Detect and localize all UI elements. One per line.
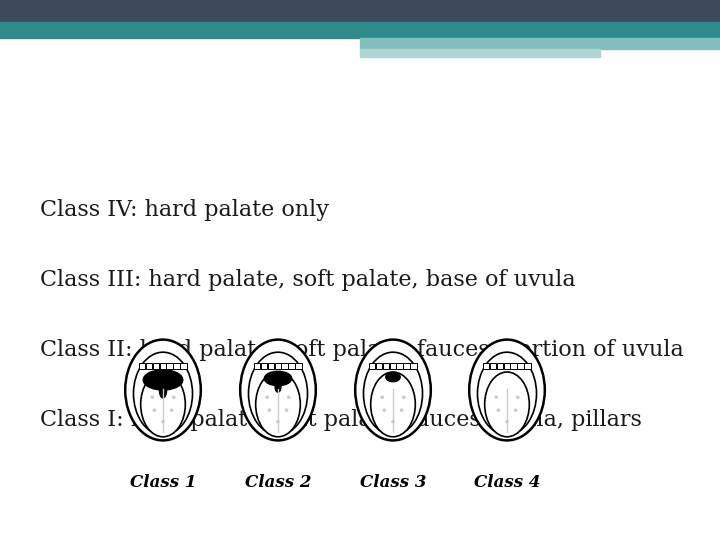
Ellipse shape [355,340,431,441]
Circle shape [391,420,395,423]
Bar [261,363,267,369]
Ellipse shape [485,372,529,437]
Text: Class 3: Class 3 [360,474,426,491]
Text: Class III: hard palate, soft palate, base of uvula: Class III: hard palate, soft palate, bas… [40,269,575,291]
Bar [397,363,402,369]
Ellipse shape [133,352,192,435]
Ellipse shape [240,340,316,441]
Circle shape [172,395,176,399]
Circle shape [495,395,498,399]
Bar [174,363,180,369]
Circle shape [268,408,271,412]
Circle shape [161,420,165,423]
Circle shape [516,395,520,399]
Bar [289,363,294,369]
Bar [503,363,510,369]
Bar [139,363,145,369]
Bar [254,363,260,369]
Bar [390,363,396,369]
Circle shape [380,395,384,399]
Ellipse shape [371,372,415,437]
Bar [360,38,720,49]
Bar [166,363,173,369]
Circle shape [382,408,386,412]
Circle shape [402,395,405,399]
Circle shape [170,408,174,412]
Ellipse shape [159,382,166,398]
Bar [295,363,302,369]
Bar [483,363,489,369]
Bar [360,49,600,57]
Ellipse shape [264,372,292,386]
Bar [282,363,288,369]
Bar [510,363,517,369]
Circle shape [400,408,403,412]
Text: Class 1: Class 1 [130,474,197,491]
Bar [160,363,166,369]
Circle shape [514,408,518,412]
Ellipse shape [143,370,183,390]
Text: Class II: hard palate, soft palate, fauces, portion of uvula: Class II: hard palate, soft palate, fauc… [40,339,684,361]
Ellipse shape [125,340,201,441]
Ellipse shape [256,372,300,437]
Bar [403,363,410,369]
Bar [0,22,720,38]
Circle shape [497,408,500,412]
Bar [382,363,389,369]
Circle shape [287,395,291,399]
Ellipse shape [364,352,423,435]
Circle shape [505,420,509,423]
Bar [518,363,523,369]
Ellipse shape [275,382,281,392]
Bar [0,0,720,22]
Bar [524,363,531,369]
Bar [274,363,281,369]
Ellipse shape [248,352,307,435]
Bar [145,363,152,369]
Bar [180,363,186,369]
Bar [410,363,417,369]
Bar [369,363,375,369]
Ellipse shape [469,340,545,441]
Ellipse shape [386,373,400,382]
Bar [497,363,503,369]
Circle shape [150,395,154,399]
Circle shape [153,408,156,412]
Ellipse shape [140,372,185,437]
Bar [153,363,159,369]
Circle shape [266,395,269,399]
Circle shape [276,420,280,423]
Bar [376,363,382,369]
Text: Class IV: hard palate only: Class IV: hard palate only [40,199,329,221]
Ellipse shape [477,352,536,435]
Bar [490,363,496,369]
Text: Class 2: Class 2 [245,474,311,491]
Circle shape [285,408,289,412]
Text: Class 4: Class 4 [474,474,540,491]
Text: Class I: hard palate, soft palate, fauces, uvula, pillars: Class I: hard palate, soft palate, fauce… [40,409,642,431]
Bar [268,363,274,369]
